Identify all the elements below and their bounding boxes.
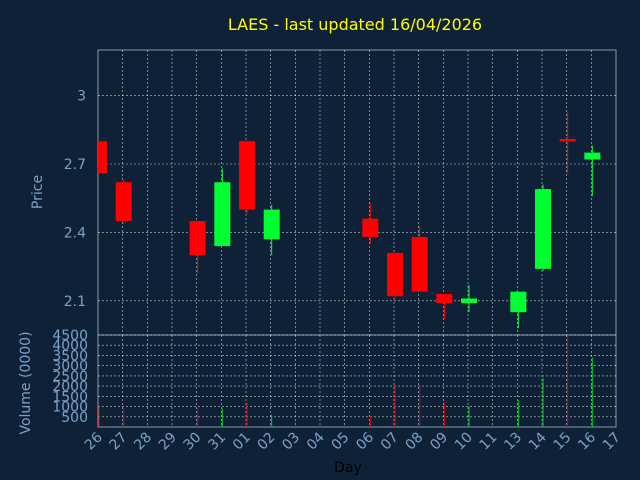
volume-bar bbox=[123, 408, 125, 427]
x-tick-label: 09 bbox=[427, 430, 451, 454]
volume-bar bbox=[221, 408, 223, 427]
x-tick-label: 29 bbox=[156, 430, 180, 454]
volume-tick-label: 2500 bbox=[52, 369, 88, 385]
volume-bar bbox=[246, 402, 248, 427]
volume-bar bbox=[542, 377, 544, 427]
volume-bar bbox=[394, 386, 396, 427]
x-tick-label: 26 bbox=[82, 429, 106, 453]
price-tick-label: 3 bbox=[77, 89, 86, 105]
volume-tick-label: 4000 bbox=[52, 338, 88, 354]
volume-bar bbox=[419, 386, 421, 427]
volume-tick-label: 3000 bbox=[52, 359, 88, 375]
x-tick-label: 15 bbox=[551, 430, 575, 454]
candle-body bbox=[559, 138, 576, 142]
candle-body bbox=[411, 236, 428, 292]
x-tick-label: 01 bbox=[230, 430, 254, 454]
price-axis-label: Price bbox=[30, 175, 46, 209]
candle-body bbox=[189, 221, 206, 256]
volume-axis-label: Volume (0000) bbox=[18, 331, 34, 434]
candle-body bbox=[239, 141, 255, 210]
volume-tick-label: 1500 bbox=[52, 389, 88, 405]
volume-bar bbox=[369, 414, 371, 427]
x-tick-label: 03 bbox=[279, 430, 303, 454]
candle-body bbox=[98, 141, 107, 174]
x-tick-label: 17 bbox=[600, 430, 624, 454]
price-tick-label: 2.4 bbox=[64, 225, 86, 241]
volume-tick-label: 1000 bbox=[52, 400, 88, 416]
x-tick-label: 27 bbox=[107, 430, 131, 454]
x-tick-label: 13 bbox=[501, 430, 525, 454]
volume-bar bbox=[591, 357, 593, 427]
x-tick-label: 28 bbox=[131, 430, 155, 454]
x-tick-label: 10 bbox=[452, 430, 476, 454]
candle-body bbox=[387, 252, 403, 297]
volume-tick-label: 2000 bbox=[52, 379, 88, 395]
x-tick-label: 11 bbox=[477, 430, 501, 454]
x-tick-label: 06 bbox=[353, 429, 377, 453]
candle-body bbox=[461, 298, 477, 304]
x-tick-label: 31 bbox=[205, 430, 229, 454]
volume-tick-label: 4500 bbox=[52, 328, 88, 344]
x-tick-label: 14 bbox=[526, 429, 550, 453]
volume-tick-label: 3500 bbox=[52, 348, 88, 364]
x-tick-label: 16 bbox=[575, 429, 599, 453]
candle-body bbox=[214, 182, 231, 247]
volume-frame bbox=[97, 334, 617, 428]
price-tick-label: 2.7 bbox=[64, 157, 86, 173]
volume-bar bbox=[271, 414, 273, 427]
candle-body bbox=[362, 218, 379, 237]
candle-body bbox=[535, 189, 551, 269]
x-tick-label: 07 bbox=[378, 430, 402, 454]
x-tick-label: 30 bbox=[181, 430, 205, 454]
x-tick-label: 04 bbox=[304, 429, 328, 453]
volume-bar bbox=[443, 402, 445, 427]
candle-body bbox=[436, 293, 453, 304]
volume-bar bbox=[98, 406, 100, 427]
x-axis-label: Day bbox=[334, 460, 362, 476]
volume-bar bbox=[567, 335, 569, 427]
x-axis: 26 27 28 29 30 31 01 02 03 04 05 06 07 08 09 10 11 13 14 15… bbox=[82, 429, 624, 453]
price-panel: 2.1 2.4 2.7 3 bbox=[64, 49, 617, 336]
volume-tick-label: 500 bbox=[61, 410, 88, 426]
candle-body bbox=[584, 152, 601, 160]
volume-bar bbox=[197, 408, 199, 427]
candle-body bbox=[115, 182, 132, 221]
volume-bar bbox=[468, 406, 470, 427]
x-tick-label: 02 bbox=[255, 430, 279, 454]
volume-bar bbox=[517, 400, 519, 427]
price-tick-label: 2.1 bbox=[64, 294, 86, 310]
x-tick-label: 05 bbox=[329, 430, 353, 454]
candle-body bbox=[510, 291, 527, 313]
chart-title: LAES - last updated 16/04/2026 bbox=[228, 15, 482, 34]
x-tick-label: 08 bbox=[403, 430, 427, 454]
candle-body bbox=[263, 209, 280, 240]
